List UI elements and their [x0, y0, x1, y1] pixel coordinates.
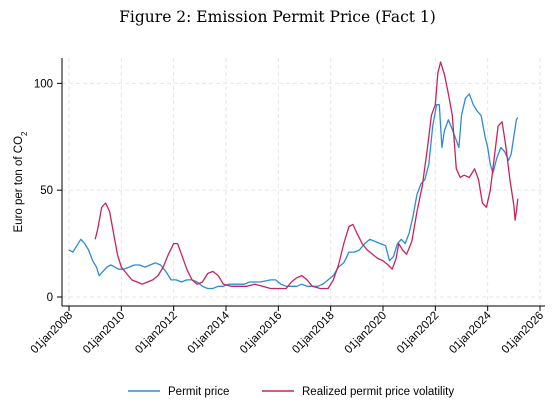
- y-tick-label: 100: [34, 78, 53, 90]
- y-axis-label: Euro per ton of CO2: [13, 131, 29, 233]
- legend-label: Realized permit price volatility: [302, 386, 454, 398]
- x-tick-label: 01jan2014: [186, 309, 233, 356]
- x-tick-label: 01jan2016: [238, 310, 284, 356]
- plot-area: [62, 58, 545, 306]
- x-axis-ticks: 01jan2008 01jan2010 01jan2012 01jan2014 01ja…: [29, 306, 546, 356]
- x-tick-label: 01jan2022: [395, 310, 441, 356]
- legend-label: Permit price: [168, 386, 229, 398]
- legend: Permit price Realized permit price volati…: [128, 386, 454, 398]
- y-axis-ticks: 0 50 100: [34, 78, 62, 304]
- x-tick-label: 01jan2018: [290, 310, 336, 356]
- x-tick-label: 01jan2024: [447, 309, 494, 356]
- x-tick-label: 01jan2020: [343, 310, 389, 356]
- y-tick-label: 50: [40, 185, 53, 197]
- x-tick-label: 01jan2008: [29, 310, 75, 356]
- x-tick-label: 01jan2026: [500, 310, 546, 356]
- x-tick-label: 01jan2010: [81, 310, 127, 356]
- y-tick-label: 0: [47, 292, 53, 304]
- x-tick-label: 01jan2012: [133, 310, 179, 356]
